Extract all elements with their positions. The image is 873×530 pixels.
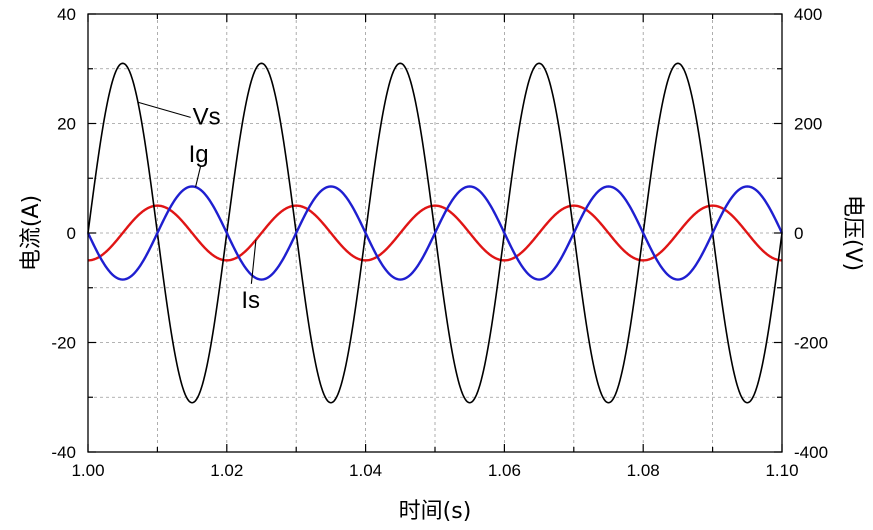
y-right-tick-label: -200 bbox=[794, 334, 828, 353]
annotation-label-is: Is bbox=[241, 287, 260, 314]
x-tick-label: 1.06 bbox=[488, 461, 521, 480]
y-left-tick-label: 40 bbox=[57, 5, 76, 24]
annotation-leader-ig bbox=[195, 166, 202, 188]
y-left-tick-label: 20 bbox=[57, 115, 76, 134]
annotations: Vs Ig Is bbox=[137, 101, 260, 314]
x-tick-label: 1.02 bbox=[210, 461, 243, 480]
annotation-leader-vs bbox=[137, 101, 191, 118]
y-right-tick-label: -400 bbox=[794, 443, 828, 462]
series-group bbox=[86, 62, 784, 404]
x-axis-title: 时间(s) bbox=[399, 499, 472, 524]
annotation-leader-is bbox=[250, 239, 257, 284]
y-left-tick-label: 0 bbox=[67, 224, 76, 243]
axis-ticks bbox=[87, 13, 783, 453]
y-axis-right-title: 电压(V) bbox=[840, 195, 865, 271]
annotation-label-vs: Vs bbox=[193, 103, 221, 130]
series-line-is bbox=[87, 204, 783, 262]
y-right-tick-label: 400 bbox=[794, 5, 822, 24]
x-tick-label: 1.08 bbox=[627, 461, 660, 480]
x-tick-label: 1.04 bbox=[349, 461, 382, 480]
y-axis-left-title: 电流(A) bbox=[19, 195, 44, 271]
tick-labels: 1.00 1.02 1.04 1.06 1.08 1.1040200-20-4040020… bbox=[51, 5, 828, 480]
series-line-ig bbox=[86, 185, 784, 281]
y-right-tick-label: 0 bbox=[794, 224, 803, 243]
grid bbox=[88, 14, 782, 452]
y-right-tick-label: 200 bbox=[794, 115, 822, 134]
x-tick-label: 1.10 bbox=[765, 461, 798, 480]
y-left-tick-label: -40 bbox=[51, 443, 76, 462]
annotation-label-ig: Ig bbox=[189, 141, 209, 168]
y-left-tick-label: -20 bbox=[51, 334, 76, 353]
x-tick-label: 1.00 bbox=[71, 461, 104, 480]
